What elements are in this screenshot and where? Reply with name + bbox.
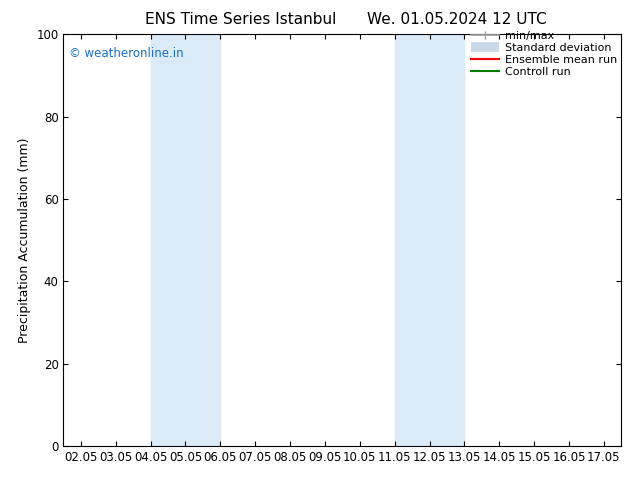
Y-axis label: Precipitation Accumulation (mm): Precipitation Accumulation (mm) (18, 137, 30, 343)
Text: © weatheronline.in: © weatheronline.in (69, 47, 184, 60)
Bar (150, 34, 221, 446)
Text: ENS Time Series Istanbul: ENS Time Series Istanbul (145, 12, 337, 27)
Legend: min/max, Standard deviation, Ensemble mean run, Controll run: min/max, Standard deviation, Ensemble me… (467, 26, 621, 82)
Text: We. 01.05.2024 12 UTC: We. 01.05.2024 12 UTC (366, 12, 547, 27)
Bar (394, 34, 464, 446)
